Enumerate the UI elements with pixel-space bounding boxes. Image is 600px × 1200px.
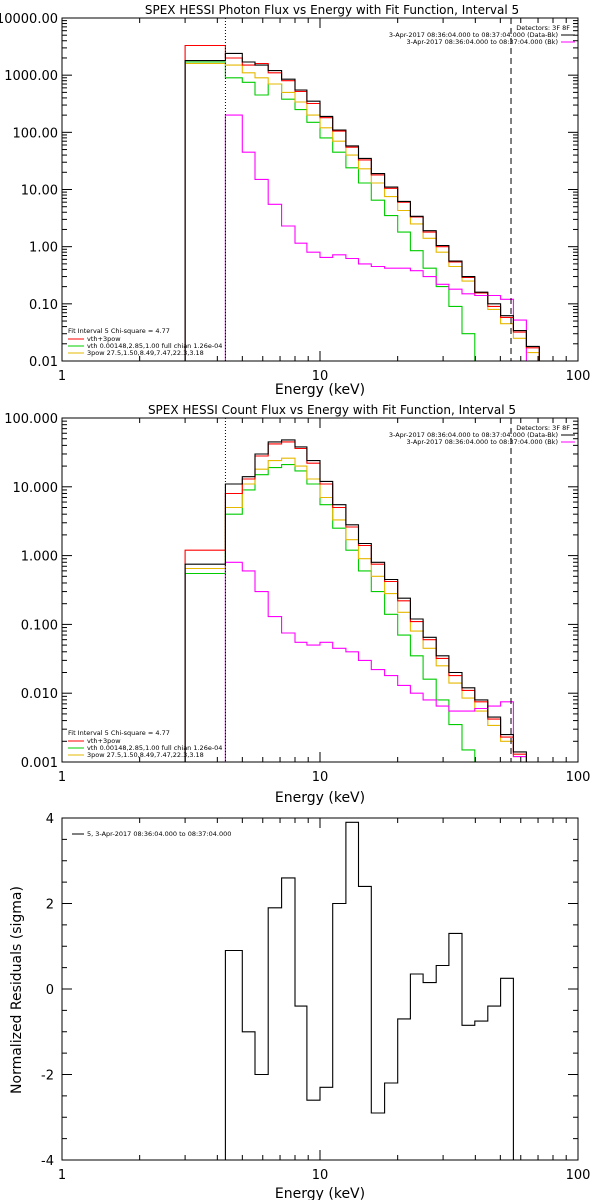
photon-flux-y-tick-label: 100.00 bbox=[13, 126, 59, 141]
residuals-x-tick-label: 1 bbox=[58, 1168, 66, 1183]
legend-thermal: vth 0.00148,2.85,1.00 full chian 1.26e-0… bbox=[87, 744, 222, 752]
photon-flux-y-tick-label: 0.10 bbox=[29, 298, 58, 313]
residuals-x-tick-label: 10 bbox=[312, 1168, 329, 1183]
photon-flux-reference-lines bbox=[224, 18, 512, 361]
legend-total-fit: vth+3pow bbox=[87, 737, 121, 745]
residuals-y-tick-label: 0 bbox=[46, 983, 54, 998]
residuals-x-axis-title: Energy (keV) bbox=[275, 1186, 365, 1200]
count-flux-x-tick-label: 10 bbox=[312, 770, 329, 785]
count-flux-y-tick-label: 0.100 bbox=[21, 618, 58, 633]
count-flux-series-thermal bbox=[184, 464, 476, 762]
count-flux-y-tick-label: 100.000 bbox=[4, 412, 58, 427]
photon-flux-y-tick-label: 1.00 bbox=[29, 241, 58, 256]
photon-flux-y-tick-label: 1000.00 bbox=[4, 69, 58, 84]
photon-flux-x-tick-label: 1 bbox=[58, 369, 66, 384]
residuals-x-tick-label: 100 bbox=[566, 1168, 591, 1183]
photon-flux-series bbox=[184, 44, 540, 361]
legend-background: 3-Apr-2017 08:36:04.000 to 08:37:04.000 … bbox=[407, 438, 558, 446]
legend-total-fit: vth+3pow bbox=[87, 335, 121, 343]
residuals-y-tick-label: -4 bbox=[41, 1154, 54, 1169]
residuals-y-tick-label: 2 bbox=[46, 898, 54, 913]
count-flux-y-tick-label: 0.001 bbox=[21, 756, 58, 771]
photon-flux-y-tick-label: 10000.00 bbox=[0, 12, 58, 27]
legend-detectors: Detectors: 3F 8F bbox=[516, 24, 570, 32]
count-flux-ticks: 1 10 100 0.001 0.010 0.100 1.000 10.000 100.000 bbox=[4, 412, 590, 785]
count-flux-y-tick-label: 1.000 bbox=[21, 550, 58, 565]
photon-flux-y-tick-label: 10.00 bbox=[21, 184, 58, 199]
legend-detectors: Detectors: 3F 8F bbox=[516, 424, 570, 432]
legend-nonthermal: 3pow 27.5,1.50,8.49,7.47,22.3,3.18 bbox=[87, 349, 204, 357]
legend-fit-interval: Fit Interval 5 Chi-square = 4.77 bbox=[68, 327, 170, 335]
photon-flux-ticks: 1 10 100 0.01 0.10 1.00 10.00 100.00 1000.00 1000… bbox=[0, 12, 590, 384]
legend-thermal: vth 0.00148,2.85,1.00 full chian 1.26e-0… bbox=[87, 342, 222, 350]
residuals-panel: 1 10 100 -4 -2 0 2 4 Energy (keV) Normalized Re… bbox=[9, 812, 590, 1200]
count-flux-series bbox=[184, 439, 527, 762]
photon-flux-x-tick-label: 100 bbox=[566, 369, 591, 384]
photon-flux-series-thermal-plus-nonthermal bbox=[184, 44, 540, 361]
legend-data-minus-background: 3-Apr-2017 08:36:04.000 to 08:37:04.000 … bbox=[389, 431, 558, 439]
count-flux-title: SPEX HESSI Count Flux vs Energy with Fit… bbox=[148, 403, 516, 417]
count-flux-series-thermal-plus-nonthermal bbox=[184, 441, 527, 762]
count-flux-series-total bbox=[184, 439, 527, 762]
legend-fit-interval: Fit Interval 5 Chi-square = 4.77 bbox=[68, 729, 170, 737]
count-flux-series-background bbox=[224, 561, 527, 762]
residuals-legend: 5, 3-Apr-2017 08:36:04.000 to 08:37:04.0… bbox=[87, 830, 231, 838]
count-flux-series-nonthermal bbox=[184, 457, 527, 762]
photon-flux-series-background bbox=[224, 114, 527, 361]
residuals-y-axis-title: Normalized Residuals (sigma) bbox=[9, 886, 25, 1094]
count-flux-y-tick-label: 0.010 bbox=[21, 687, 58, 702]
photon-flux-x-tick-label: 10 bbox=[312, 369, 329, 384]
photon-flux-legend-bottom-left: Fit Interval 5 Chi-square = 4.77 vth+3po… bbox=[68, 327, 222, 357]
count-flux-reference-lines bbox=[224, 418, 512, 762]
count-flux-x-tick-label: 1 bbox=[58, 770, 66, 785]
residuals-series bbox=[224, 821, 514, 1160]
residuals-y-tick-label: -2 bbox=[41, 1069, 54, 1084]
legend-background: 3-Apr-2017 08:36:04.000 to 08:37:04.000 … bbox=[407, 38, 558, 46]
legend-nonthermal: 3pow 27.5,1.50,8.49,7.47,22.3,3.18 bbox=[87, 751, 204, 759]
photon-flux-x-axis-title: Energy (keV) bbox=[275, 382, 365, 398]
count-flux-x-axis-title: Energy (keV) bbox=[275, 790, 365, 806]
photon-flux-panel: SPEX HESSI Photon Flux vs Energy with Fi… bbox=[0, 3, 590, 398]
count-flux-x-tick-label: 100 bbox=[566, 770, 591, 785]
count-flux-panel: SPEX HESSI Count Flux vs Energy with Fit… bbox=[4, 403, 590, 806]
photon-flux-title: SPEX HESSI Photon Flux vs Energy with Fi… bbox=[145, 3, 519, 17]
legend-data-minus-background: 3-Apr-2017 08:36:04.000 to 08:37:04.000 … bbox=[389, 31, 558, 39]
photon-flux-series-thermal bbox=[184, 61, 476, 361]
photon-flux-series-nonthermal bbox=[184, 62, 540, 361]
residuals-ticks: 1 10 100 -4 -2 0 2 4 bbox=[41, 812, 590, 1183]
residuals-series-total bbox=[224, 821, 514, 1160]
count-flux-legend-top-right: Detectors: 3F 8F 3-Apr-2017 08:36:04.000… bbox=[389, 424, 575, 446]
residuals-y-tick-label: 4 bbox=[46, 812, 54, 827]
count-flux-y-tick-label: 10.000 bbox=[13, 481, 59, 496]
photon-flux-y-tick-label: 0.01 bbox=[29, 355, 58, 370]
photon-flux-series-total bbox=[184, 52, 540, 361]
photon-flux-legend-top-right: Detectors: 3F 8F 3-Apr-2017 08:36:04.000… bbox=[389, 24, 575, 46]
count-flux-legend-bottom-left: Fit Interval 5 Chi-square = 4.77 vth+3po… bbox=[68, 729, 222, 759]
